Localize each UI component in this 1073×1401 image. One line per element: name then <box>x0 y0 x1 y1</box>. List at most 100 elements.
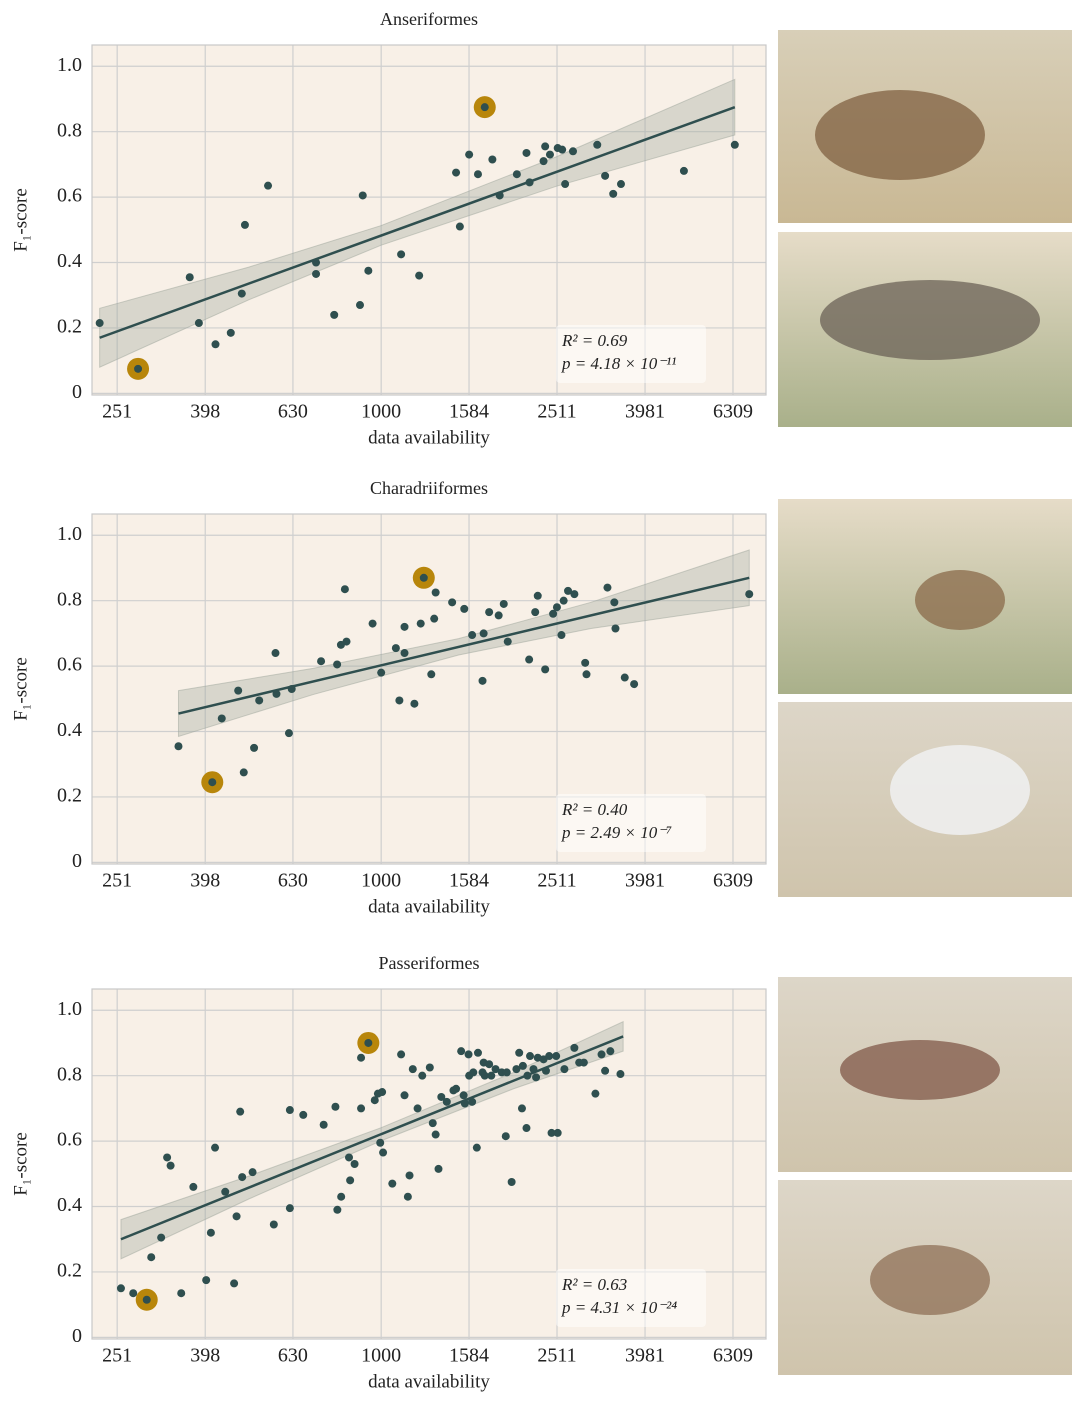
x-tick-label: 251 <box>102 401 132 423</box>
point <box>166 1161 175 1170</box>
point <box>272 689 281 698</box>
point <box>134 364 143 373</box>
point <box>271 649 280 658</box>
point <box>342 637 351 646</box>
point <box>358 191 367 200</box>
confidence-band <box>120 1020 624 1260</box>
point <box>410 699 419 708</box>
plot-frame <box>91 513 767 865</box>
point <box>299 1110 308 1119</box>
point <box>491 1065 500 1074</box>
point <box>559 596 568 605</box>
x-tick-label: 3981 <box>625 1345 665 1367</box>
y-tick-label: 0 <box>72 381 82 403</box>
y-tick-label: 0.4 <box>57 1194 82 1216</box>
point <box>337 1192 346 1201</box>
y-axis-label: F₁-score <box>10 188 31 252</box>
point <box>597 1050 606 1059</box>
annotation: R² = 0.40 <box>561 800 628 819</box>
point <box>533 591 542 600</box>
point <box>230 1279 239 1288</box>
point <box>319 1120 328 1129</box>
point <box>488 155 497 164</box>
point <box>541 1066 550 1075</box>
point <box>503 637 512 646</box>
point <box>568 147 577 156</box>
point <box>368 619 377 628</box>
point <box>330 310 339 319</box>
point <box>434 1164 443 1173</box>
point <box>495 191 504 200</box>
point <box>501 1132 510 1141</box>
point <box>202 1276 211 1285</box>
point <box>591 1089 600 1098</box>
y-tick-label: 0.2 <box>57 1260 82 1282</box>
x-tick-label: 398 <box>190 1345 220 1367</box>
plot-frame <box>91 44 767 396</box>
point <box>397 250 406 259</box>
point <box>285 1204 294 1213</box>
point <box>211 340 220 349</box>
point <box>395 696 404 705</box>
y-tick-label: 1.0 <box>57 998 82 1020</box>
point <box>452 168 461 177</box>
point <box>264 181 273 190</box>
y-tick-label: 0.6 <box>57 1129 82 1151</box>
point <box>582 670 591 679</box>
point <box>248 1168 257 1177</box>
point <box>452 1084 461 1093</box>
point <box>285 1106 294 1115</box>
point <box>480 103 489 112</box>
point <box>419 573 428 582</box>
point <box>459 1091 468 1100</box>
annotation: p = 4.31 × 10⁻²⁴ <box>561 1298 677 1317</box>
point <box>418 1071 427 1080</box>
point <box>345 1153 354 1162</box>
point <box>364 266 373 275</box>
point <box>480 1071 489 1080</box>
point <box>479 629 488 638</box>
point <box>430 614 439 623</box>
point <box>525 655 534 664</box>
point <box>545 150 554 159</box>
point <box>208 778 217 787</box>
x-tick-label: 2511 <box>537 401 576 423</box>
y-tick-label: 0.4 <box>57 719 82 741</box>
point <box>610 598 619 607</box>
point <box>616 1070 625 1079</box>
x-tick-label: 1584 <box>449 1345 489 1367</box>
panel: Passeriformes 0 0.2 0.4 0.6 0.8 1.0 251 398 630 10… <box>10 953 767 1392</box>
point <box>487 1071 496 1080</box>
annotation: p = 2.49 × 10⁻⁷ <box>561 823 672 842</box>
point <box>630 680 639 689</box>
chart-title: Anseriformes <box>380 9 478 29</box>
chart-title: Charadriiformes <box>370 478 488 498</box>
point <box>234 686 243 695</box>
point <box>526 1052 535 1061</box>
point <box>601 1066 610 1075</box>
point <box>221 1187 230 1196</box>
bird-images <box>778 30 1072 1375</box>
panel: Anseriformes 0 0.2 0.4 0.6 0.8 1.0 251 398 630 100… <box>10 9 767 448</box>
y-axis-label: F₁-score <box>10 657 31 721</box>
point <box>603 583 612 592</box>
point <box>427 670 436 679</box>
x-axis-label: data availability <box>368 1371 490 1392</box>
y-tick-label: 1.0 <box>57 523 82 545</box>
point <box>515 1048 524 1057</box>
point <box>238 1173 247 1182</box>
point <box>333 660 342 669</box>
bird-shape <box>870 1245 990 1315</box>
point <box>217 714 226 723</box>
point <box>502 1068 511 1077</box>
point <box>579 1058 588 1067</box>
y-tick-label: 0.8 <box>57 588 82 610</box>
point <box>284 729 293 738</box>
y-axis-label: F₁-score <box>10 1132 31 1196</box>
point <box>317 657 326 666</box>
point <box>357 1053 366 1062</box>
point <box>163 1153 172 1162</box>
x-tick-label: 6309 <box>713 870 753 892</box>
point <box>464 1050 473 1059</box>
point <box>745 590 754 599</box>
